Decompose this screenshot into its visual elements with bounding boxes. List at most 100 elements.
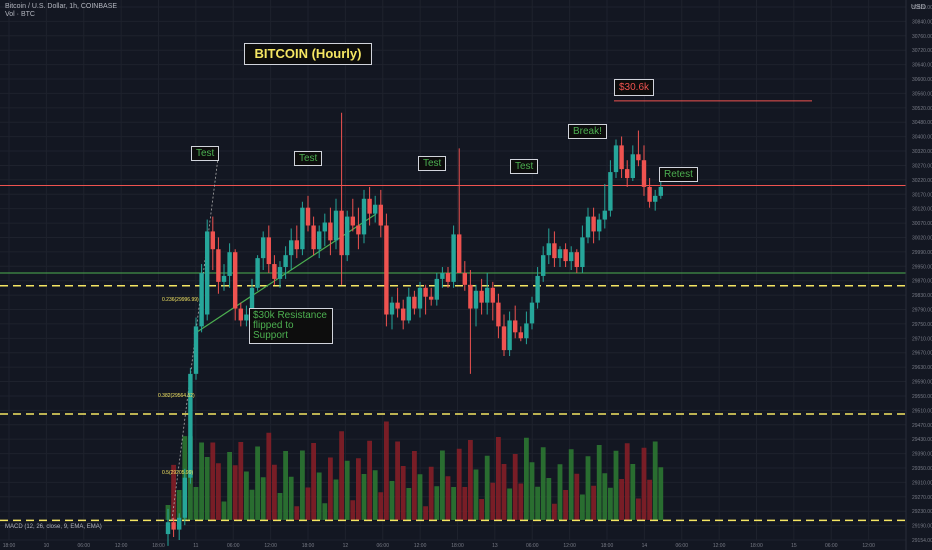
- chart-title: BITCOIN (Hourly): [244, 43, 372, 65]
- volume-bar: [636, 498, 641, 520]
- x-tick-label: 10: [44, 543, 50, 549]
- y-tick-label: 29950.00: [912, 264, 932, 270]
- candle-body: [356, 225, 361, 235]
- candle-body: [518, 332, 523, 339]
- break-label: Break!: [568, 124, 607, 139]
- x-tick-label: 18:00: [750, 543, 763, 549]
- y-tick-label: 29510.00: [912, 408, 932, 414]
- volume-bar: [339, 431, 344, 520]
- candle-body: [496, 302, 501, 327]
- y-tick-label: 29710.00: [912, 336, 932, 342]
- volume-bar: [596, 445, 602, 520]
- volume-bar: [647, 479, 652, 520]
- y-tick-label: 29630.00: [912, 365, 932, 371]
- y-tick-label: 29270.00: [912, 495, 932, 501]
- volume-bar: [372, 470, 378, 520]
- y-tick-label: 29990.00: [912, 250, 932, 256]
- volume-bar: [389, 481, 395, 520]
- x-tick-label: 11: [193, 543, 198, 549]
- candle-body: [205, 231, 210, 315]
- price-axis[interactable]: 30920.00 30840.00 30760.00 30720.00 30640.00…: [905, 0, 932, 550]
- candle-body: [322, 222, 327, 232]
- candle-body: [434, 278, 439, 300]
- volume-bar: [311, 443, 316, 520]
- y-tick-label: 29830.00: [912, 293, 932, 299]
- test-label-3: Test: [418, 156, 447, 171]
- candle-body: [350, 216, 355, 226]
- volume-bar: [440, 450, 445, 520]
- x-tick-label: 15: [791, 543, 797, 549]
- fib-diagonal: [171, 157, 219, 521]
- candle-body: [585, 216, 591, 238]
- candle-body: [261, 237, 266, 259]
- y-tick-label: 30170.00: [912, 192, 932, 198]
- volume-bar: [563, 490, 568, 520]
- volume-legend: Vol · BTC: [5, 11, 35, 18]
- volume-bar: [216, 463, 221, 520]
- candle-body: [177, 517, 182, 530]
- y-tick-label: 29790.00: [912, 308, 932, 314]
- volume-bar: [193, 487, 199, 520]
- candle-body: [501, 326, 507, 351]
- fib-label-0382: 0.382(29564.52): [158, 393, 195, 399]
- candle-body: [451, 234, 456, 282]
- candle-body: [378, 204, 383, 226]
- candle-body: [636, 154, 641, 161]
- volume-bar: [288, 476, 294, 520]
- candle-body: [473, 290, 479, 309]
- volume-bar: [221, 501, 227, 520]
- candle-body: [249, 287, 255, 315]
- candle-body: [630, 154, 635, 179]
- candle-body: [272, 264, 277, 279]
- volume-bar: [300, 450, 305, 520]
- candle-body: [479, 290, 484, 303]
- candle-body: [345, 216, 350, 256]
- candle-body: [221, 275, 227, 282]
- test-label-1: Test: [191, 146, 220, 161]
- candle-body: [619, 145, 624, 170]
- x-tick-label: 13: [492, 543, 498, 549]
- volume-bar: [585, 456, 591, 520]
- volume-bar: [328, 457, 333, 520]
- volume-bar: [479, 499, 484, 520]
- volume-bar: [462, 487, 468, 520]
- test-label-2: Test: [294, 151, 323, 166]
- y-tick-label: 29750.00: [912, 322, 932, 328]
- volume-bar: [434, 486, 440, 520]
- candle-body: [653, 195, 658, 202]
- volume-bar: [412, 451, 417, 520]
- volume-bar: [591, 485, 596, 520]
- candle-body: [417, 287, 423, 309]
- volume-bar: [367, 440, 372, 520]
- y-tick-label: 30840.00: [912, 19, 932, 25]
- candle-body: [529, 302, 535, 324]
- volume-bar: [171, 464, 176, 520]
- candle-body: [277, 267, 283, 279]
- x-tick-label: 06:00: [526, 543, 539, 549]
- x-tick-label: 18:00: [152, 543, 165, 549]
- volume-bar: [266, 432, 272, 520]
- candle-body: [367, 198, 372, 214]
- x-tick-label: 18:00: [302, 543, 315, 549]
- volume-bar: [232, 465, 238, 520]
- volume-bar: [552, 503, 557, 520]
- time-axis[interactable]: 18:00 10 06:00 12:00 18:00 11 06:00 12:00 18:00 1…: [3, 543, 875, 549]
- candle-body: [513, 320, 518, 333]
- candle-body: [193, 326, 199, 374]
- candle-body: [401, 308, 406, 321]
- candle-body: [339, 210, 344, 256]
- candle-body: [333, 210, 339, 241]
- candle-body: [563, 249, 568, 262]
- candle-body: [485, 287, 490, 303]
- candle-body: [283, 255, 288, 268]
- volume-bar: [568, 449, 574, 520]
- x-tick-label: 12:00: [713, 543, 726, 549]
- candle-body: [580, 237, 585, 268]
- volume-bar: [176, 490, 182, 520]
- candle-body: [557, 249, 563, 259]
- y-tick-label: 29190.00: [912, 524, 932, 530]
- y-tick-label: 30270.00: [912, 163, 932, 169]
- volume-bar: [316, 472, 322, 520]
- volume-bar: [227, 452, 232, 520]
